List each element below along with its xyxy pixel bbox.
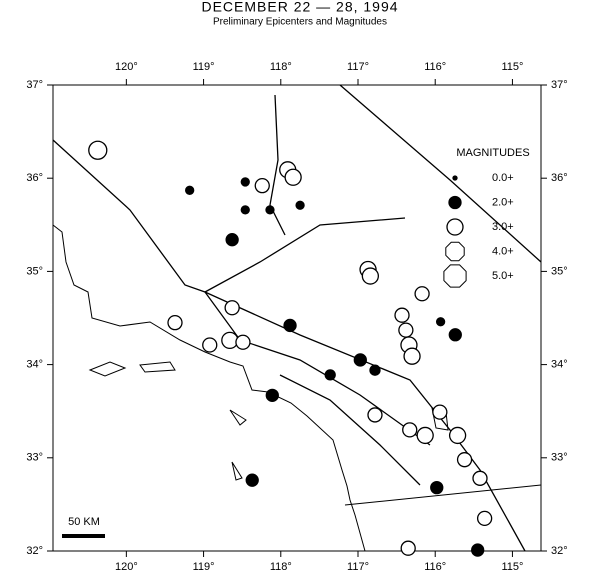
map-frame — [52, 84, 542, 552]
x-tick-label: 118° — [270, 561, 292, 573]
x-tick-label: 117° — [347, 561, 369, 573]
x-tick-label: 120° — [115, 561, 138, 573]
epicenter-symbol — [225, 233, 239, 247]
epicenter-symbol — [456, 452, 473, 468]
x-tick-label: 120° — [115, 61, 138, 73]
epicenter-symbol — [416, 426, 434, 445]
fault — [339, 84, 542, 263]
border — [344, 484, 542, 506]
epicenter-symbol — [283, 318, 297, 333]
x-tick-label: 116° — [424, 561, 446, 573]
legend-label: 4.0+ — [492, 245, 514, 257]
x-tick-label: 118° — [270, 61, 292, 73]
epicenter-symbol — [432, 404, 448, 420]
y-tick-label: 35° — [26, 265, 43, 277]
epicenter-symbol — [435, 317, 446, 327]
epicenter-symbol — [202, 337, 218, 353]
y-tick-label: 33° — [551, 452, 568, 464]
y-tick-label: 33° — [26, 452, 43, 464]
legend-symbol — [445, 241, 465, 262]
epicenter-symbol — [414, 286, 430, 302]
epicenter-symbol — [476, 510, 493, 527]
legend-symbol — [443, 264, 467, 288]
map-subtitle: Preliminary Epicenters and Magnitudes — [213, 17, 387, 28]
legend-label: 2.0+ — [492, 196, 514, 208]
epicenter-symbol — [367, 407, 383, 423]
y-tick-label: 36° — [551, 172, 568, 184]
epicenter-symbol — [472, 470, 488, 486]
epicenter-symbol — [245, 473, 259, 487]
fault — [204, 291, 431, 446]
legend-label: 5.0+ — [492, 270, 514, 282]
epicenter-symbol — [353, 353, 367, 367]
y-tick-label: 32° — [551, 545, 568, 557]
y-tick-label: 34° — [26, 359, 43, 371]
scale-label: 50 KM — [68, 516, 100, 528]
epicenter-symbol — [265, 388, 279, 403]
x-tick-label: 119° — [193, 61, 215, 73]
epicenter-symbol — [185, 185, 195, 195]
epicenter-symbol — [240, 205, 250, 215]
epicenter-symbol — [167, 315, 183, 331]
epicenter-symbol — [402, 422, 418, 438]
fault — [269, 94, 286, 236]
epicenter-symbol — [265, 205, 275, 215]
epicenter-symbol — [240, 177, 250, 187]
x-tick-label: 116° — [424, 61, 446, 73]
y-tick-label: 37° — [551, 79, 568, 91]
epicenter-symbol — [235, 334, 251, 350]
coastline — [52, 224, 366, 552]
fault — [279, 374, 421, 486]
map-title: DECEMBER 22 — 28, 1994 — [201, 0, 398, 15]
epicenter-symbol — [403, 347, 421, 365]
epicenter-symbol — [361, 267, 380, 285]
y-tick-label: 32° — [26, 545, 43, 557]
legend-symbol — [452, 175, 458, 181]
epicenter-symbol — [221, 331, 239, 350]
legend-label: 0.0+ — [492, 172, 514, 184]
epicenter-symbol — [471, 543, 485, 557]
y-tick-label: 35° — [551, 265, 568, 277]
y-tick-label: 37° — [26, 79, 43, 91]
x-tick-label: 115° — [501, 61, 523, 73]
epicenter-symbol — [400, 540, 416, 556]
epicenter-symbol — [324, 369, 336, 381]
epicenter-symbol — [394, 307, 410, 323]
islands — [88, 361, 247, 481]
legend-symbol — [446, 218, 464, 236]
epicenter-symbol — [430, 480, 444, 495]
x-tick-label: 117° — [347, 61, 369, 73]
epicenter-symbol — [224, 300, 240, 316]
legend-title: MAGNITUDES — [456, 147, 529, 159]
fault — [204, 217, 406, 293]
legend-symbol — [448, 195, 462, 210]
epicenter-symbol — [398, 322, 414, 338]
epicenter-symbol — [448, 328, 462, 342]
x-tick-label: 115° — [501, 561, 523, 573]
epicenter-symbol — [88, 140, 108, 160]
epicenter-symbol — [254, 178, 270, 194]
legend-label: 3.0+ — [492, 221, 514, 233]
y-tick-label: 36° — [26, 172, 43, 184]
x-tick-label: 119° — [193, 561, 215, 573]
y-tick-label: 34° — [551, 359, 568, 371]
epicenter-symbol — [369, 364, 381, 376]
epicenter-symbol — [295, 200, 305, 210]
epicenter-symbol — [284, 168, 302, 186]
epicenter-symbol — [448, 426, 467, 445]
